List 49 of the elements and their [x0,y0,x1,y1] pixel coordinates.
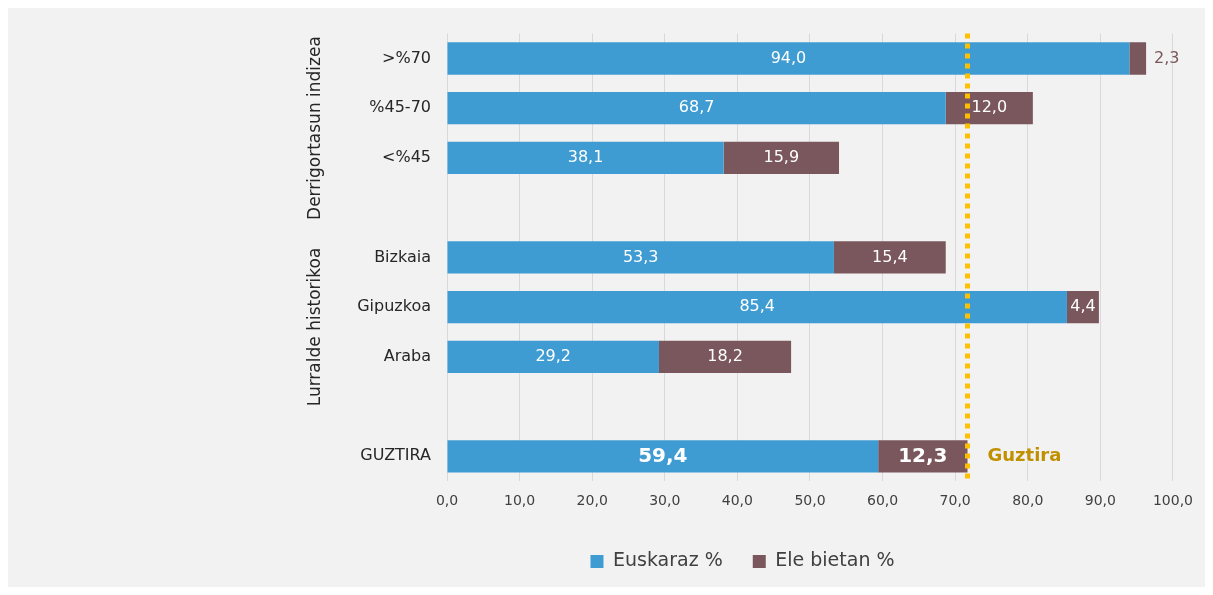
data-label: 12,0 [971,97,1008,117]
data-label: 18,2 [707,346,743,366]
data-label: 2,3 [1154,47,1180,67]
data-label: 94,0 [770,47,807,67]
bar [833,241,946,274]
y-tick-label: Araba [383,346,431,366]
bar [945,92,1033,125]
bar [447,340,659,374]
y-tick-label: %45-70 [369,97,431,117]
data-label: 85,4 [739,296,776,316]
bar [1129,42,1147,75]
bar [447,241,834,274]
bar [447,42,1130,75]
bar [447,141,724,175]
y-tick-label: Bizkaia [374,246,431,266]
data-label: 15,4 [872,246,908,266]
x-tick-label: 0,0 [435,492,459,509]
y-tick-label: <%45 [382,147,431,167]
data-label: 53,3 [622,246,659,266]
x-tick-label: 60,0 [866,492,899,509]
legend-label: Ele bietan % [775,548,895,571]
y-tick-label: GUZTIRA [360,445,432,465]
data-label: 12,3 [898,442,948,467]
y-tick-label: >%70 [382,47,431,67]
data-label: 4,4 [1070,296,1096,316]
bar [658,340,792,374]
x-tick-label: 100,0 [1152,492,1194,509]
text: Derrigortasun indizea [304,36,325,220]
data-label: 29,2 [535,346,572,366]
x-tick-label: 70,0 [939,492,971,509]
x-tick-label: 80,0 [1012,492,1044,509]
bar [447,92,946,125]
x-tick-label: 30,0 [649,492,681,509]
data-label: 38,1 [567,147,604,167]
x-tick-label: 90,0 [1084,492,1116,509]
x-tick-label: 50,0 [794,492,826,509]
x-tick-label: 20,0 [576,492,608,509]
data-label: 15,9 [763,147,800,167]
x-tick-label: 40,0 [721,492,753,509]
bar [447,440,879,473]
data-label: 59,4 [638,442,688,467]
data-label: 68,7 [678,97,715,117]
x-tick-label: 10,0 [504,492,536,509]
text: Lurralde historikoa [304,247,325,407]
bar [723,141,840,175]
ref-line-label: Guztira [987,444,1062,466]
bar [447,290,1067,324]
legend-label: Euskaraz % [612,548,723,571]
y-tick-label: Gipuzkoa [357,296,431,316]
